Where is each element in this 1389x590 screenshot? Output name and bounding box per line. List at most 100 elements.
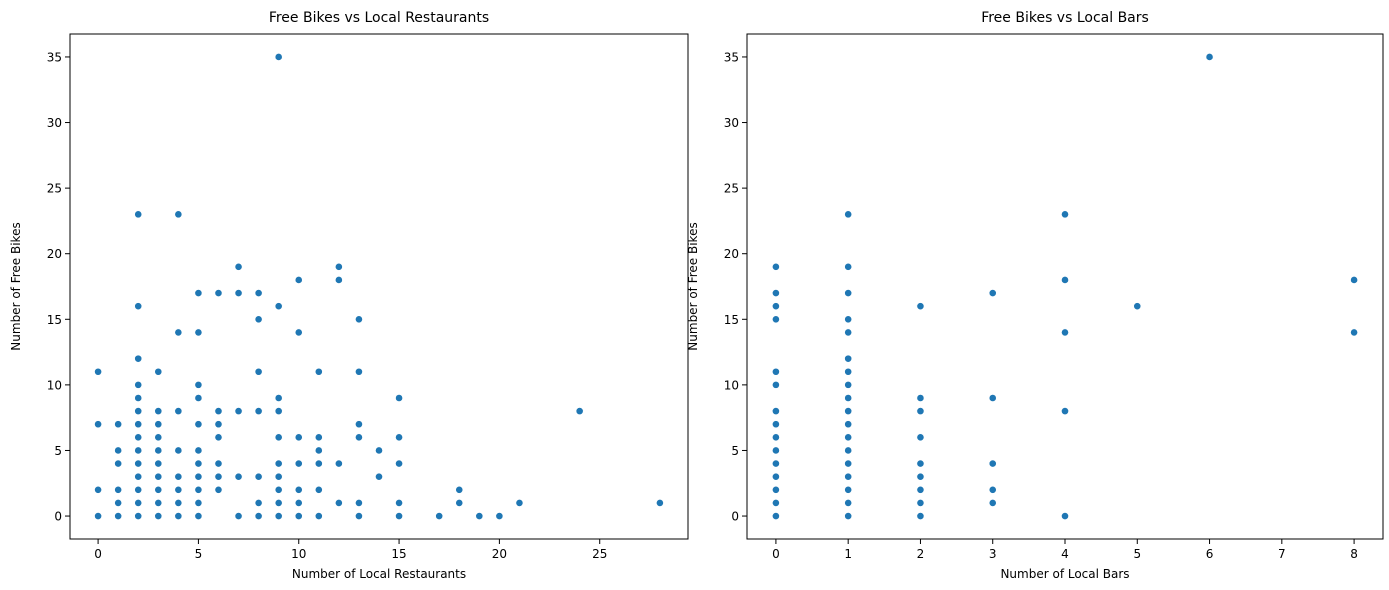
point <box>274 53 283 61</box>
point <box>1061 328 1069 337</box>
x-tick-label: 5 <box>195 547 203 561</box>
y-tick-label: 35 <box>724 50 739 64</box>
point <box>844 472 853 481</box>
point <box>334 499 343 507</box>
point <box>194 472 203 481</box>
point <box>294 499 303 507</box>
x-tick-label: 5 <box>1133 547 1141 561</box>
point <box>575 407 584 416</box>
y-axis-label: Number of Free Bikes <box>686 222 700 350</box>
point <box>495 512 504 520</box>
point <box>174 485 183 494</box>
point <box>234 512 243 520</box>
point <box>355 315 363 324</box>
point <box>844 328 853 337</box>
y-tick-label: 0 <box>731 510 739 524</box>
point <box>844 499 853 507</box>
point <box>772 499 780 507</box>
point <box>355 420 363 429</box>
chart-bars: 0 1 2 3 4 5 6 7 8 0 5 10 15 20 25 30 35 Number of Local B… <box>686 10 1384 581</box>
point <box>395 499 403 507</box>
point <box>355 512 363 520</box>
point <box>294 512 303 520</box>
point <box>294 485 303 494</box>
point <box>844 354 853 363</box>
point <box>134 380 143 389</box>
point <box>214 289 223 297</box>
point <box>134 394 143 402</box>
point <box>214 420 223 429</box>
y-axis-label: Number of Free Bikes <box>9 222 23 350</box>
point <box>455 499 464 507</box>
point <box>916 459 925 468</box>
point <box>154 446 163 455</box>
point <box>234 289 243 297</box>
y-tick-label: 20 <box>724 247 739 261</box>
point <box>294 433 303 442</box>
point <box>154 459 163 468</box>
y-tick-label: 25 <box>47 182 62 196</box>
point <box>314 485 323 494</box>
point <box>988 485 997 494</box>
point <box>844 420 853 429</box>
point <box>134 433 143 442</box>
point <box>134 354 143 363</box>
y-tick-label: 10 <box>47 378 62 392</box>
point <box>1061 512 1069 520</box>
point <box>772 446 780 455</box>
point <box>254 289 263 297</box>
x-axis-label: Number of Local Restaurants <box>292 567 466 581</box>
point <box>355 499 363 507</box>
point <box>274 459 283 468</box>
point <box>844 485 853 494</box>
point <box>114 512 123 520</box>
point <box>314 433 323 442</box>
point <box>844 459 853 468</box>
point <box>214 407 223 416</box>
point <box>174 328 183 337</box>
point <box>314 459 323 468</box>
point <box>154 512 163 520</box>
point <box>114 420 123 429</box>
point <box>194 394 203 402</box>
point <box>154 367 163 376</box>
point <box>395 433 403 442</box>
point <box>194 499 203 507</box>
chart-title: Free Bikes vs Local Restaurants <box>269 10 489 26</box>
point <box>114 459 123 468</box>
point <box>916 302 925 311</box>
point <box>515 499 524 507</box>
point <box>274 394 283 402</box>
y-tick-label: 5 <box>54 444 62 458</box>
y-tick-label: 25 <box>724 182 739 196</box>
point <box>134 302 143 311</box>
point <box>772 459 780 468</box>
point <box>294 459 303 468</box>
point <box>214 433 223 442</box>
point <box>154 420 163 429</box>
point <box>334 276 343 284</box>
point <box>772 420 780 429</box>
point <box>274 407 283 416</box>
x-tick-label: 0 <box>94 547 102 561</box>
x-tick-label: 4 <box>1061 547 1069 561</box>
point <box>916 433 925 442</box>
point <box>114 499 123 507</box>
point <box>772 485 780 494</box>
point <box>294 276 303 284</box>
point <box>174 446 183 455</box>
point <box>194 420 203 429</box>
y-tick-label: 0 <box>54 510 62 524</box>
point <box>435 512 444 520</box>
y-axis-restaurants: 0 5 10 15 20 25 30 35 <box>47 50 70 524</box>
point <box>194 289 203 297</box>
x-tick-label: 20 <box>492 547 507 561</box>
x-tick-label: 15 <box>391 547 406 561</box>
point <box>234 262 243 271</box>
point <box>375 472 383 481</box>
point <box>334 459 343 468</box>
y-tick-label: 15 <box>47 313 62 327</box>
point <box>772 367 780 376</box>
plot-frame <box>746 33 1384 540</box>
x-axis-restaurants: 0 5 10 15 20 25 <box>94 539 607 561</box>
